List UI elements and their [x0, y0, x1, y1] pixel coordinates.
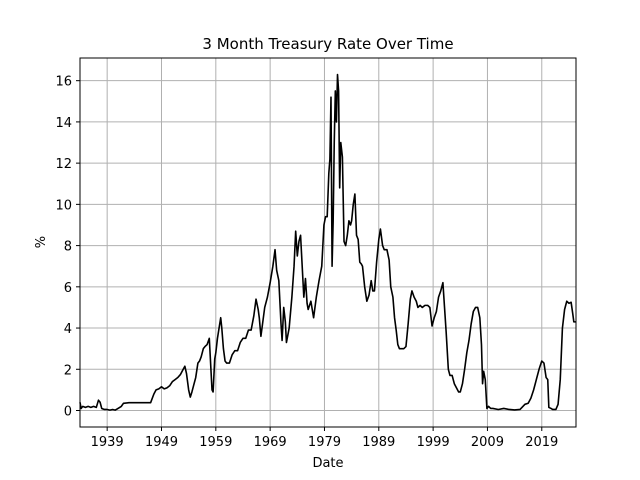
series-line — [79, 73, 576, 411]
y-tick-label: 6 — [64, 281, 72, 296]
x-tick-label: 1999 — [417, 435, 450, 450]
y-tick-label: 8 — [64, 240, 72, 255]
y-tick-label: 2 — [64, 363, 72, 378]
x-tick-label: 1959 — [199, 435, 232, 450]
y-tick-label: 16 — [55, 75, 72, 90]
x-tick-label: 2019 — [525, 435, 558, 450]
y-axis-label: % — [34, 236, 49, 248]
x-tick-label: 1949 — [145, 435, 178, 450]
tick-labels: 1939 1949 1959 1969 1979 1989 1999 2009 2019 0 2 4 6… — [55, 75, 558, 450]
y-tick-label: 10 — [55, 198, 72, 213]
y-tick-label: 14 — [55, 116, 72, 131]
y-tick-label: 4 — [64, 322, 72, 337]
y-tick-label: 0 — [64, 405, 72, 420]
x-tick-label: 2009 — [471, 435, 504, 450]
ticks — [76, 80, 543, 431]
chart-title: 3 Month Treasury Rate Over Time — [202, 35, 453, 53]
y-tick-label: 12 — [55, 157, 72, 172]
x-tick-label: 1969 — [254, 435, 287, 450]
x-tick-label: 1979 — [308, 435, 341, 450]
plot-frame — [79, 57, 577, 428]
x-tick-label: 1939 — [91, 435, 124, 450]
x-tick-label: 1989 — [362, 435, 395, 450]
x-axis-label: Date — [312, 456, 343, 471]
